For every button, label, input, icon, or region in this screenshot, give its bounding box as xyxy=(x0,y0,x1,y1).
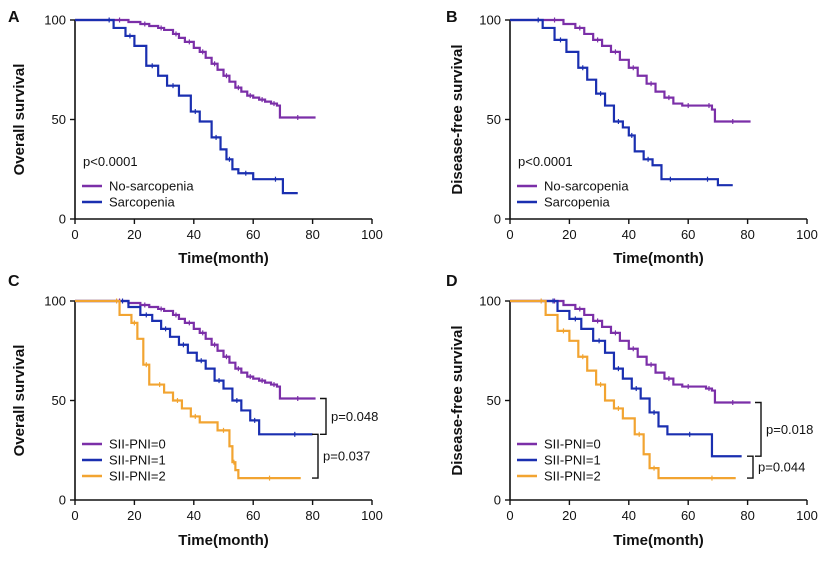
legend-entry: SII-PNI=0 xyxy=(109,437,166,452)
y-tick-label: 50 xyxy=(52,393,66,408)
y-tick-label: 100 xyxy=(44,294,66,309)
legend-entry: SII-PNI=1 xyxy=(109,453,166,468)
survival-curve-sii-pni-0 xyxy=(510,299,751,404)
x-axis-label: Time(month) xyxy=(178,250,269,267)
p-value-annotation: p<0.0001 xyxy=(518,154,573,169)
y-axis-label: Disease-free survival xyxy=(449,325,466,475)
panel-c: C 0 20 40 60 80 100 0 50 100 Time(month) Overall su… xyxy=(8,273,383,549)
survival-curve-no-sarcopenia xyxy=(75,18,316,119)
y-tick-label: 50 xyxy=(487,112,501,127)
x-axis-label: Time(month) xyxy=(613,250,704,267)
survival-curve-sii-pni-1 xyxy=(75,299,313,436)
legend-entry: SII-PNI=2 xyxy=(109,469,166,484)
x-tick-label: 60 xyxy=(681,508,695,523)
y-tick-label: 0 xyxy=(59,212,66,227)
x-tick-label: 80 xyxy=(740,227,754,242)
panel-label: D xyxy=(446,273,458,290)
pairwise-p-value: p=0.044 xyxy=(758,460,805,475)
x-tick-label: 100 xyxy=(361,227,383,242)
p-value-bracket xyxy=(747,455,754,479)
pairwise-p-value: p=0.048 xyxy=(331,409,378,424)
pairwise-p-value: p=0.018 xyxy=(766,422,813,437)
x-axis-label: Time(month) xyxy=(613,532,704,549)
x-tick-label: 40 xyxy=(622,227,636,242)
y-tick-label: 100 xyxy=(479,13,501,28)
legend-entry: Sarcopenia xyxy=(544,195,611,210)
legend-entry: SII-PNI=1 xyxy=(544,453,601,468)
x-tick-label: 60 xyxy=(681,227,695,242)
x-tick-label: 60 xyxy=(246,227,260,242)
legend-entry: SII-PNI=0 xyxy=(544,437,601,452)
y-axis-label: Overall survival xyxy=(11,345,28,457)
x-tick-label: 20 xyxy=(127,227,141,242)
p-value-bracket xyxy=(320,397,327,436)
x-tick-label: 40 xyxy=(187,508,201,523)
y-axis-label: Overall survival xyxy=(11,64,28,176)
legend-entry: Sarcopenia xyxy=(109,195,176,210)
x-tick-label: 60 xyxy=(246,508,260,523)
legend-entry: No-sarcopenia xyxy=(544,179,629,194)
y-tick-label: 0 xyxy=(494,212,501,227)
x-tick-label: 100 xyxy=(796,508,818,523)
y-tick-label: 0 xyxy=(59,493,66,508)
x-tick-label: 40 xyxy=(622,508,636,523)
panel-label: C xyxy=(8,273,20,290)
panel-label: B xyxy=(446,9,458,26)
legend-entry: No-sarcopenia xyxy=(109,179,194,194)
x-tick-label: 80 xyxy=(305,508,319,523)
survival-curve-sii-pni-1 xyxy=(510,299,742,458)
x-tick-label: 20 xyxy=(562,508,576,523)
y-tick-label: 100 xyxy=(44,13,66,28)
survival-curve-sii-pni-2 xyxy=(510,299,736,480)
x-tick-label: 0 xyxy=(506,508,513,523)
pairwise-p-value: p=0.037 xyxy=(323,449,370,464)
x-tick-label: 80 xyxy=(305,227,319,242)
panel-d: D 0 20 40 60 80 100 0 50 100 Time(month) Disease-fr… xyxy=(446,273,818,549)
x-tick-label: 0 xyxy=(506,227,513,242)
x-tick-label: 0 xyxy=(71,508,78,523)
p-value-bracket xyxy=(312,433,319,479)
p-value-annotation: p<0.0001 xyxy=(83,154,138,169)
x-tick-label: 40 xyxy=(187,227,201,242)
x-axis-label: Time(month) xyxy=(178,532,269,549)
x-tick-label: 20 xyxy=(127,508,141,523)
x-tick-label: 20 xyxy=(562,227,576,242)
panel-label: A xyxy=(8,9,20,26)
legend-entry: SII-PNI=2 xyxy=(544,469,601,484)
x-tick-label: 80 xyxy=(740,508,754,523)
y-tick-label: 0 xyxy=(494,493,501,508)
p-value-bracket xyxy=(755,401,762,457)
y-tick-label: 50 xyxy=(487,393,501,408)
x-tick-label: 100 xyxy=(796,227,818,242)
y-tick-label: 100 xyxy=(479,294,501,309)
survival-curve-no-sarcopenia xyxy=(510,18,751,123)
x-tick-label: 100 xyxy=(361,508,383,523)
panel-a: A 0 20 40 60 80 100 0 50 100 Time(month) Overall su… xyxy=(8,9,383,267)
survival-curve-sii-pni-0 xyxy=(75,299,316,400)
x-tick-label: 0 xyxy=(71,227,78,242)
survival-curve-sarcopenia xyxy=(510,18,733,187)
y-tick-label: 50 xyxy=(52,112,66,127)
panel-b: B 0 20 40 60 80 100 0 50 100 Time(month) Disease-fr… xyxy=(446,9,818,267)
y-axis-label: Disease-free survival xyxy=(449,44,466,194)
